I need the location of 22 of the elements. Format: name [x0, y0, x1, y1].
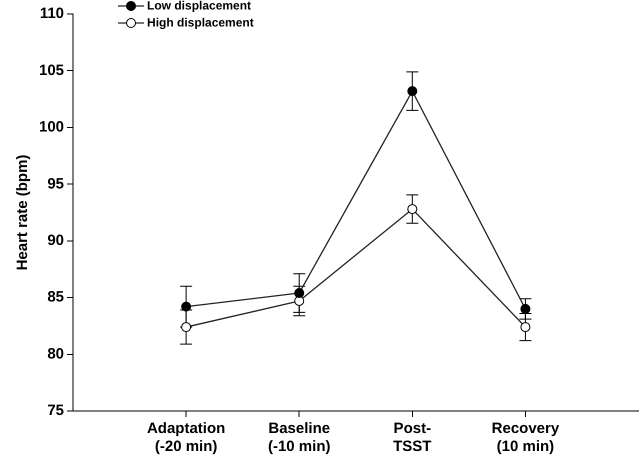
y-tick-label: 90: [47, 232, 64, 249]
point: [520, 304, 530, 314]
point: [181, 322, 192, 332]
legend-label: High displacement: [147, 15, 254, 30]
point: [407, 204, 418, 214]
point: [520, 322, 530, 332]
point: [294, 288, 304, 298]
y-tick-label: 75: [47, 402, 64, 420]
legend-label: Low displacement: [147, 0, 252, 12]
x-tick-label: Adaptation (-20 min): [146, 420, 226, 456]
y-tick-label: 80: [47, 345, 64, 362]
y-tick-label: 85: [47, 288, 64, 306]
y-tick-label: 95: [47, 175, 64, 192]
y-tick-label: 105: [38, 62, 64, 79]
y-tick-label: 110: [40, 5, 64, 22]
point: [181, 302, 192, 312]
y-tick-label: 100: [38, 118, 64, 136]
x-tick-label: Recovery (10 min): [492, 420, 560, 456]
point: [407, 86, 418, 96]
x-tick-label: Post- TSST: [393, 420, 432, 456]
y-axis-title: Heart rate (bpm): [14, 154, 32, 270]
x-tick-label: Baseline (-10 min): [268, 420, 330, 456]
